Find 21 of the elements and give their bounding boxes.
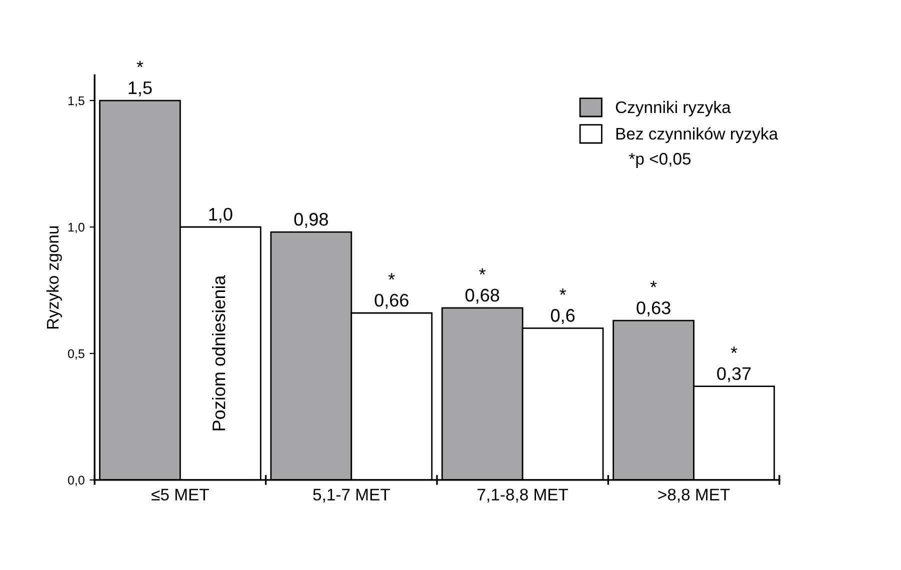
x-tick-label: 7,1-8,8 MET <box>478 488 568 502</box>
data-label: * 0,37 <box>717 346 751 382</box>
y-tick-label: 0,0 <box>68 476 84 486</box>
data-label: * 0,68 <box>465 268 500 304</box>
y-tick-label: 1,5 <box>68 96 84 107</box>
data-label: * 0,63 <box>636 280 670 316</box>
x-tick-label: 5,1-7 MET <box>313 488 390 502</box>
data-label: * 0,66 <box>374 273 408 309</box>
x-tick-label: ≤5 MET <box>152 488 209 501</box>
legend-label: Czynniki ryzyka <box>616 100 731 116</box>
y-tick-label: 0,5 <box>68 349 84 360</box>
data-label: * 0,6 <box>550 288 575 324</box>
data-label: 0,98 <box>294 212 328 228</box>
annotation: *p <0,05 <box>628 152 691 168</box>
annotation: Poziom odniesienia <box>212 275 226 430</box>
data-label: 1,0 <box>209 208 232 223</box>
y-tick-label: 1,0 <box>68 222 84 234</box>
y-axis-title: Ryzyko zgonu <box>46 226 62 329</box>
data-label: * 1,5 <box>128 60 152 96</box>
legend-label: Bez czynników ryzyka <box>616 127 778 143</box>
x-tick-label: >8,8 MET <box>658 488 730 502</box>
